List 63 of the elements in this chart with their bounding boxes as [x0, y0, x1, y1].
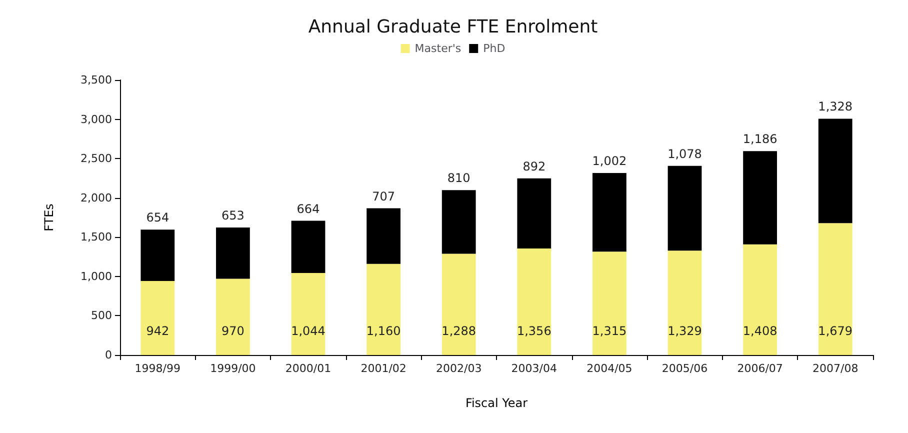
data-label: 942: [146, 324, 170, 338]
bar: [140, 280, 175, 355]
bar: [216, 227, 250, 279]
y-tick-label: 500: [91, 309, 112, 322]
bar: [140, 230, 175, 281]
x-tick-label: 2004/05: [586, 362, 632, 375]
x-tick-label: 2002/03: [436, 362, 482, 375]
bar: [517, 248, 552, 355]
data-label: 1,186: [742, 132, 778, 146]
data-label: 653: [221, 208, 244, 222]
data-label: 810: [447, 171, 470, 186]
bar: [291, 272, 326, 355]
data-label: 1,288: [442, 324, 476, 338]
bar: [743, 151, 777, 244]
x-tick-label: 1999/00: [210, 362, 256, 375]
x-tick-label: 2007/08: [812, 362, 858, 375]
x-tick-label: 2003/04: [511, 362, 557, 375]
bar: [291, 220, 326, 273]
y-tick-label: 2,000: [80, 191, 112, 204]
data-label: 892: [522, 159, 546, 174]
bar: [442, 254, 476, 355]
bar: [442, 190, 476, 254]
x-tick-label: 2005/06: [662, 362, 708, 375]
legend-label: Master's: [414, 42, 462, 55]
data-label: 1,328: [818, 100, 853, 114]
x-tick-label: 2001/02: [360, 362, 406, 375]
data-label: 664: [296, 202, 320, 216]
chart-title: Annual Graduate FTE Enrolment: [308, 16, 598, 38]
data-label: 1,356: [516, 324, 552, 338]
data-label: 1,160: [366, 324, 401, 338]
data-label: 707: [372, 189, 396, 204]
bar: [366, 264, 400, 355]
bar: [668, 166, 702, 251]
data-label: 1,044: [291, 324, 326, 338]
data-label: 1,002: [592, 154, 627, 168]
x-tick-label: 1998/99: [134, 362, 180, 375]
y-tick-label: 3,500: [80, 74, 112, 86]
data-label: 1,329: [668, 324, 702, 338]
y-tick-label: 2,500: [80, 152, 112, 166]
bar: [818, 223, 852, 355]
data-label: 1,679: [818, 324, 853, 338]
bar: [216, 278, 250, 355]
x-axis-title: Fiscal Year: [465, 396, 528, 410]
bar: [592, 252, 626, 355]
bar: [743, 244, 777, 355]
bar: [517, 178, 552, 248]
y-tick-label: 0: [105, 348, 112, 362]
data-label: 1,315: [592, 324, 627, 338]
y-axis-title: FTEs: [42, 204, 56, 232]
bar: [592, 172, 626, 252]
data-label: 654: [146, 210, 170, 225]
data-label: 970: [221, 324, 244, 338]
x-tick-label: 2000/01: [285, 362, 332, 375]
y-tick-label: 3,000: [80, 112, 112, 126]
y-tick-label: 1,000: [80, 270, 112, 283]
bar: [818, 118, 852, 224]
x-tick-label: 2006/07: [737, 362, 783, 375]
y-tick-label: 1,500: [80, 230, 112, 244]
bar: [668, 250, 702, 355]
legend-label: PhD: [483, 42, 506, 55]
data-label: 1,408: [742, 324, 778, 338]
bar: [366, 208, 400, 264]
data-label: 1,078: [668, 146, 702, 161]
